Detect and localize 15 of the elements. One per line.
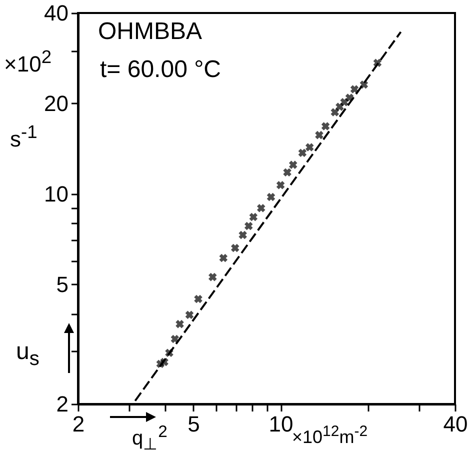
y-tick-label: 2 [56,392,68,416]
annotation: OHMBBA [98,18,202,45]
y-tick-label: 20 [44,90,68,116]
y-tick-label: 5 [56,272,68,297]
y-tick-label: 10 [44,181,68,206]
x-tick-label: 10 [268,412,294,436]
x-tick-label: 40 [443,412,468,436]
y-tick-label: 40 [44,0,68,26]
annotation: t= 60.00 °C [100,56,222,83]
x-tick-label: 5 [188,412,200,436]
x-tick-label: 2 [72,412,85,436]
text: s$^{-1}$ [10,121,38,152]
text: ×10$^{2}$ [4,46,52,76]
text: ×10$^{12}$m$^{-2}$ [292,423,368,447]
y-axis-title: u$_{s}$ [16,338,40,370]
